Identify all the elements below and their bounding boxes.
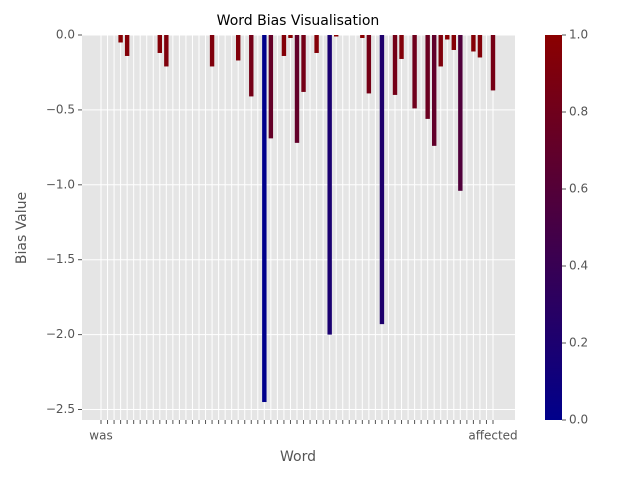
bar — [379, 35, 385, 325]
bar — [458, 35, 463, 191]
bar — [249, 35, 254, 97]
x-axis-label: Word — [280, 449, 316, 465]
colorbar-tick-label: 0.6 — [569, 182, 588, 196]
bar — [392, 35, 398, 95]
y-axis-label: Bias Value — [14, 192, 30, 264]
bar — [124, 35, 130, 56]
y-tick-label: −2.0 — [46, 327, 75, 341]
y-tick-label: −2.5 — [46, 402, 75, 416]
bar — [327, 35, 332, 335]
bar — [209, 35, 215, 67]
y-tick-label: −1.5 — [46, 252, 75, 266]
bar — [425, 35, 430, 119]
bar — [477, 35, 483, 58]
bar — [490, 35, 496, 91]
bar — [399, 35, 404, 59]
colorbar-tick-label: 0.8 — [569, 105, 588, 119]
y-tick-label: −0.5 — [46, 102, 75, 116]
bar — [360, 35, 365, 38]
colorbar-tick-label: 1.0 — [569, 28, 588, 42]
x-tick-label: affected — [468, 429, 517, 443]
bar — [118, 35, 123, 43]
bar — [288, 35, 293, 38]
bar — [281, 35, 287, 56]
bar — [412, 35, 417, 109]
colorbar-tick-label: 0.2 — [569, 336, 588, 350]
bar — [294, 35, 300, 143]
bar — [301, 35, 306, 92]
bar — [157, 35, 162, 53]
bar — [334, 35, 339, 37]
colorbar — [545, 35, 562, 420]
x-tick-label: was — [89, 429, 112, 443]
y-tick-label: −1.0 — [46, 177, 75, 191]
bar — [236, 35, 241, 61]
bar — [262, 35, 267, 403]
chart-title: Word Bias Visualisation — [217, 13, 380, 29]
bar — [314, 35, 319, 53]
bar — [471, 35, 476, 52]
y-tick-label: 0.0 — [56, 28, 75, 42]
bar — [366, 35, 372, 94]
bar — [432, 35, 437, 146]
colorbar-tick-label: 0.4 — [569, 259, 588, 273]
bar — [438, 35, 443, 67]
bar — [268, 35, 274, 139]
bar — [164, 35, 169, 67]
bar — [445, 35, 450, 40]
colorbar-tick-label: 0.0 — [569, 413, 588, 427]
bar — [451, 35, 456, 50]
